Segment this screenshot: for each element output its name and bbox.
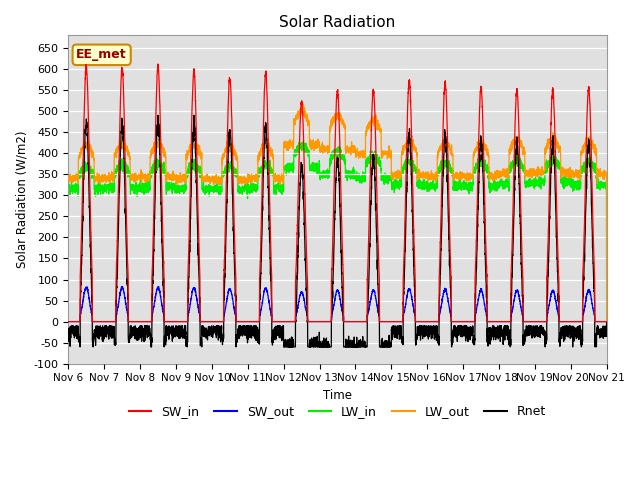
Legend: SW_in, SW_out, LW_in, LW_out, Rnet: SW_in, SW_out, LW_in, LW_out, Rnet (124, 400, 551, 423)
Y-axis label: Solar Radiation (W/m2): Solar Radiation (W/m2) (15, 131, 28, 268)
Title: Solar Radiation: Solar Radiation (279, 15, 396, 30)
Text: EE_met: EE_met (76, 48, 127, 61)
X-axis label: Time: Time (323, 389, 352, 402)
